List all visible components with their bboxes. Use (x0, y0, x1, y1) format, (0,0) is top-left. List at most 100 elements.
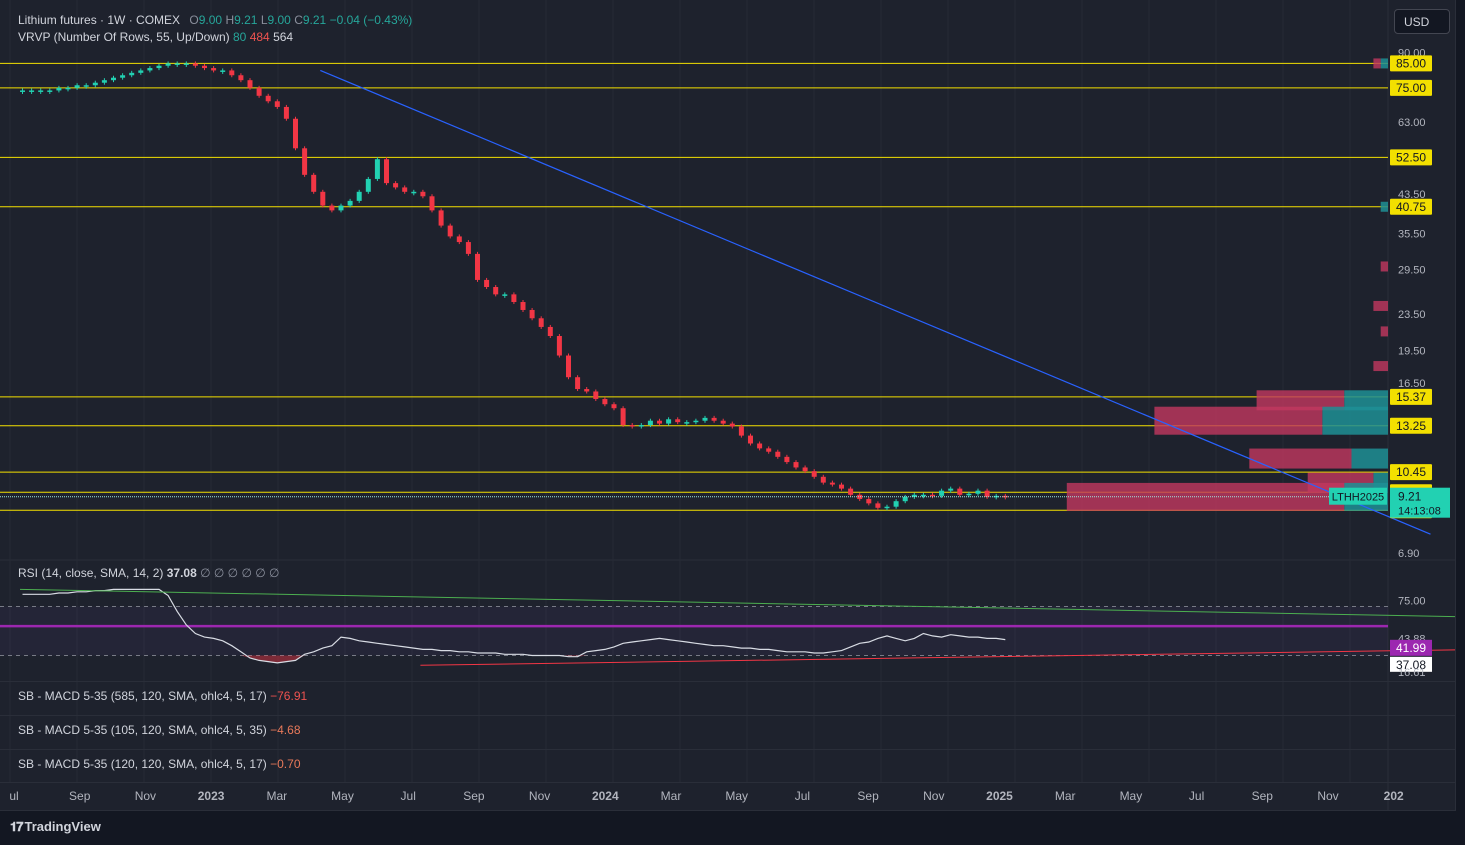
candle (520, 302, 526, 310)
rsi-trendline (420, 649, 1455, 666)
candle (83, 85, 89, 87)
candle (147, 68, 153, 71)
candle (447, 225, 453, 237)
candle (575, 377, 581, 390)
candle (556, 336, 562, 356)
change-value: −0.04 (−0.43%) (329, 13, 413, 27)
level-price-label-bg (1390, 55, 1432, 72)
candle (848, 488, 854, 495)
time-axis-label: Nov (135, 789, 156, 803)
macd-pane-3-legend[interactable]: SB - MACD 5-35 (120, 120, SMA, ohlc4, 5,… (18, 757, 301, 771)
candle (265, 95, 271, 102)
volume-profile-up-bar (1380, 58, 1388, 69)
candle (165, 63, 171, 66)
macd-pane-2-label[interactable]: SB - MACD 5-35 (105, 120, SMA, ohlc4, 5,… (18, 723, 267, 737)
candle (356, 191, 362, 201)
pane-separator[interactable] (0, 749, 1455, 750)
vrvp-legend[interactable]: VRVP (Number Of Rows, 55, Up/Down) 80 48… (18, 30, 293, 44)
candle (620, 408, 626, 426)
candle (911, 494, 917, 497)
candle (202, 65, 207, 69)
tradingview-logo[interactable]: 𝟏𝟕 TradingView (10, 819, 101, 835)
candle (902, 496, 908, 502)
time-axis-label: Mar (266, 789, 287, 803)
currency-button[interactable]: USD (1394, 9, 1450, 34)
candle (329, 205, 335, 211)
level-price-label: 52.50 (1396, 150, 1426, 164)
volume-profile-down-bar (1256, 390, 1345, 411)
time-axis-label: 2025 (986, 789, 1013, 803)
candle (338, 205, 344, 211)
macd-pane-2-legend[interactable]: SB - MACD 5-35 (105, 120, SMA, ohlc4, 5,… (18, 723, 301, 737)
candle (429, 196, 435, 211)
price-trendline (320, 69, 1431, 535)
symbol-title[interactable]: Lithium futures · 1W · COMEX (18, 13, 181, 27)
candle (92, 82, 98, 86)
candle (757, 443, 763, 449)
rsi-ma-label-bg (1390, 639, 1432, 656)
candle (684, 422, 690, 424)
symbol-badge-bg (1329, 487, 1387, 505)
symbol-legend[interactable]: Lithium futures · 1W · COMEX O9.00 H9.21… (18, 13, 412, 27)
candle (529, 309, 535, 319)
volume-profile-down-bar (1154, 406, 1323, 435)
candle (711, 417, 717, 421)
rsi-trendline (19, 588, 1455, 618)
candle (38, 90, 44, 92)
rsi-axis-tick: 16.61 (1398, 667, 1426, 679)
level-price-label-bg (1390, 79, 1432, 96)
macd-pane-3-value: −0.70 (270, 757, 301, 771)
candle (930, 494, 935, 497)
pane-separator[interactable] (0, 715, 1455, 716)
candle (101, 80, 107, 83)
volume-profile-down-bar (1066, 482, 1345, 511)
candle (748, 435, 753, 444)
time-axis-label: Sep (857, 789, 879, 803)
rsi-value-label-bg (1390, 656, 1432, 672)
price-axis-tick: 6.90 (1398, 548, 1419, 560)
pane-separator[interactable] (0, 782, 1455, 783)
candle (256, 87, 262, 96)
candle (493, 287, 499, 295)
brand-name: TradingView (24, 819, 101, 834)
candle (957, 488, 963, 495)
close-label: C (294, 13, 303, 27)
time-axis-label: Mar (661, 789, 682, 803)
level-price-label-bg (1390, 388, 1432, 405)
volume-profile-up-bar (1322, 406, 1388, 435)
macd-pane-3-label[interactable]: SB - MACD 5-35 (120, 120, SMA, ohlc4, 5,… (18, 757, 267, 771)
candle (283, 106, 289, 119)
candle (611, 404, 617, 409)
open-value: 9.00 (198, 13, 223, 27)
candle (1002, 495, 1008, 498)
candle (456, 236, 462, 243)
candle (56, 87, 62, 91)
rsi-label[interactable]: RSI (14, close, SMA, 14, 2) (18, 566, 164, 580)
level-price-label-bg (1390, 464, 1432, 481)
close-value: 9.21 (302, 13, 327, 27)
time-axis-label: Nov (529, 789, 550, 803)
time-axis-label: ul (9, 789, 18, 803)
candle (129, 72, 135, 76)
vrvp-label[interactable]: VRVP (Number Of Rows, 55, Up/Down) (18, 30, 230, 44)
macd-pane-1-legend[interactable]: SB - MACD 5-35 (585, 120, SMA, ohlc4, 5,… (18, 689, 307, 703)
candle (65, 87, 71, 90)
candle (857, 494, 863, 500)
level-price-label: 10.45 (1396, 465, 1426, 479)
candle (775, 451, 781, 457)
candle (884, 506, 890, 509)
macd-pane-1-label[interactable]: SB - MACD 5-35 (585, 120, SMA, ohlc4, 5,… (18, 689, 267, 703)
candle (220, 70, 226, 72)
candle (411, 191, 417, 194)
chart-canvas[interactable]: 90.0063.0043.5035.5029.5023.5019.5016.50… (0, 0, 1455, 810)
candle (666, 419, 672, 424)
candle (720, 420, 726, 424)
price-axis-tick: 63.00 (1398, 117, 1426, 129)
candle (948, 488, 954, 491)
rsi-legend[interactable]: RSI (14, close, SMA, 14, 2) 37.08 ∅ ∅ ∅ … (18, 566, 280, 580)
candle (802, 467, 808, 472)
pane-separator[interactable] (0, 681, 1455, 682)
price-axis-tick: 35.50 (1398, 229, 1426, 241)
candle (647, 420, 653, 426)
candle (238, 75, 244, 81)
